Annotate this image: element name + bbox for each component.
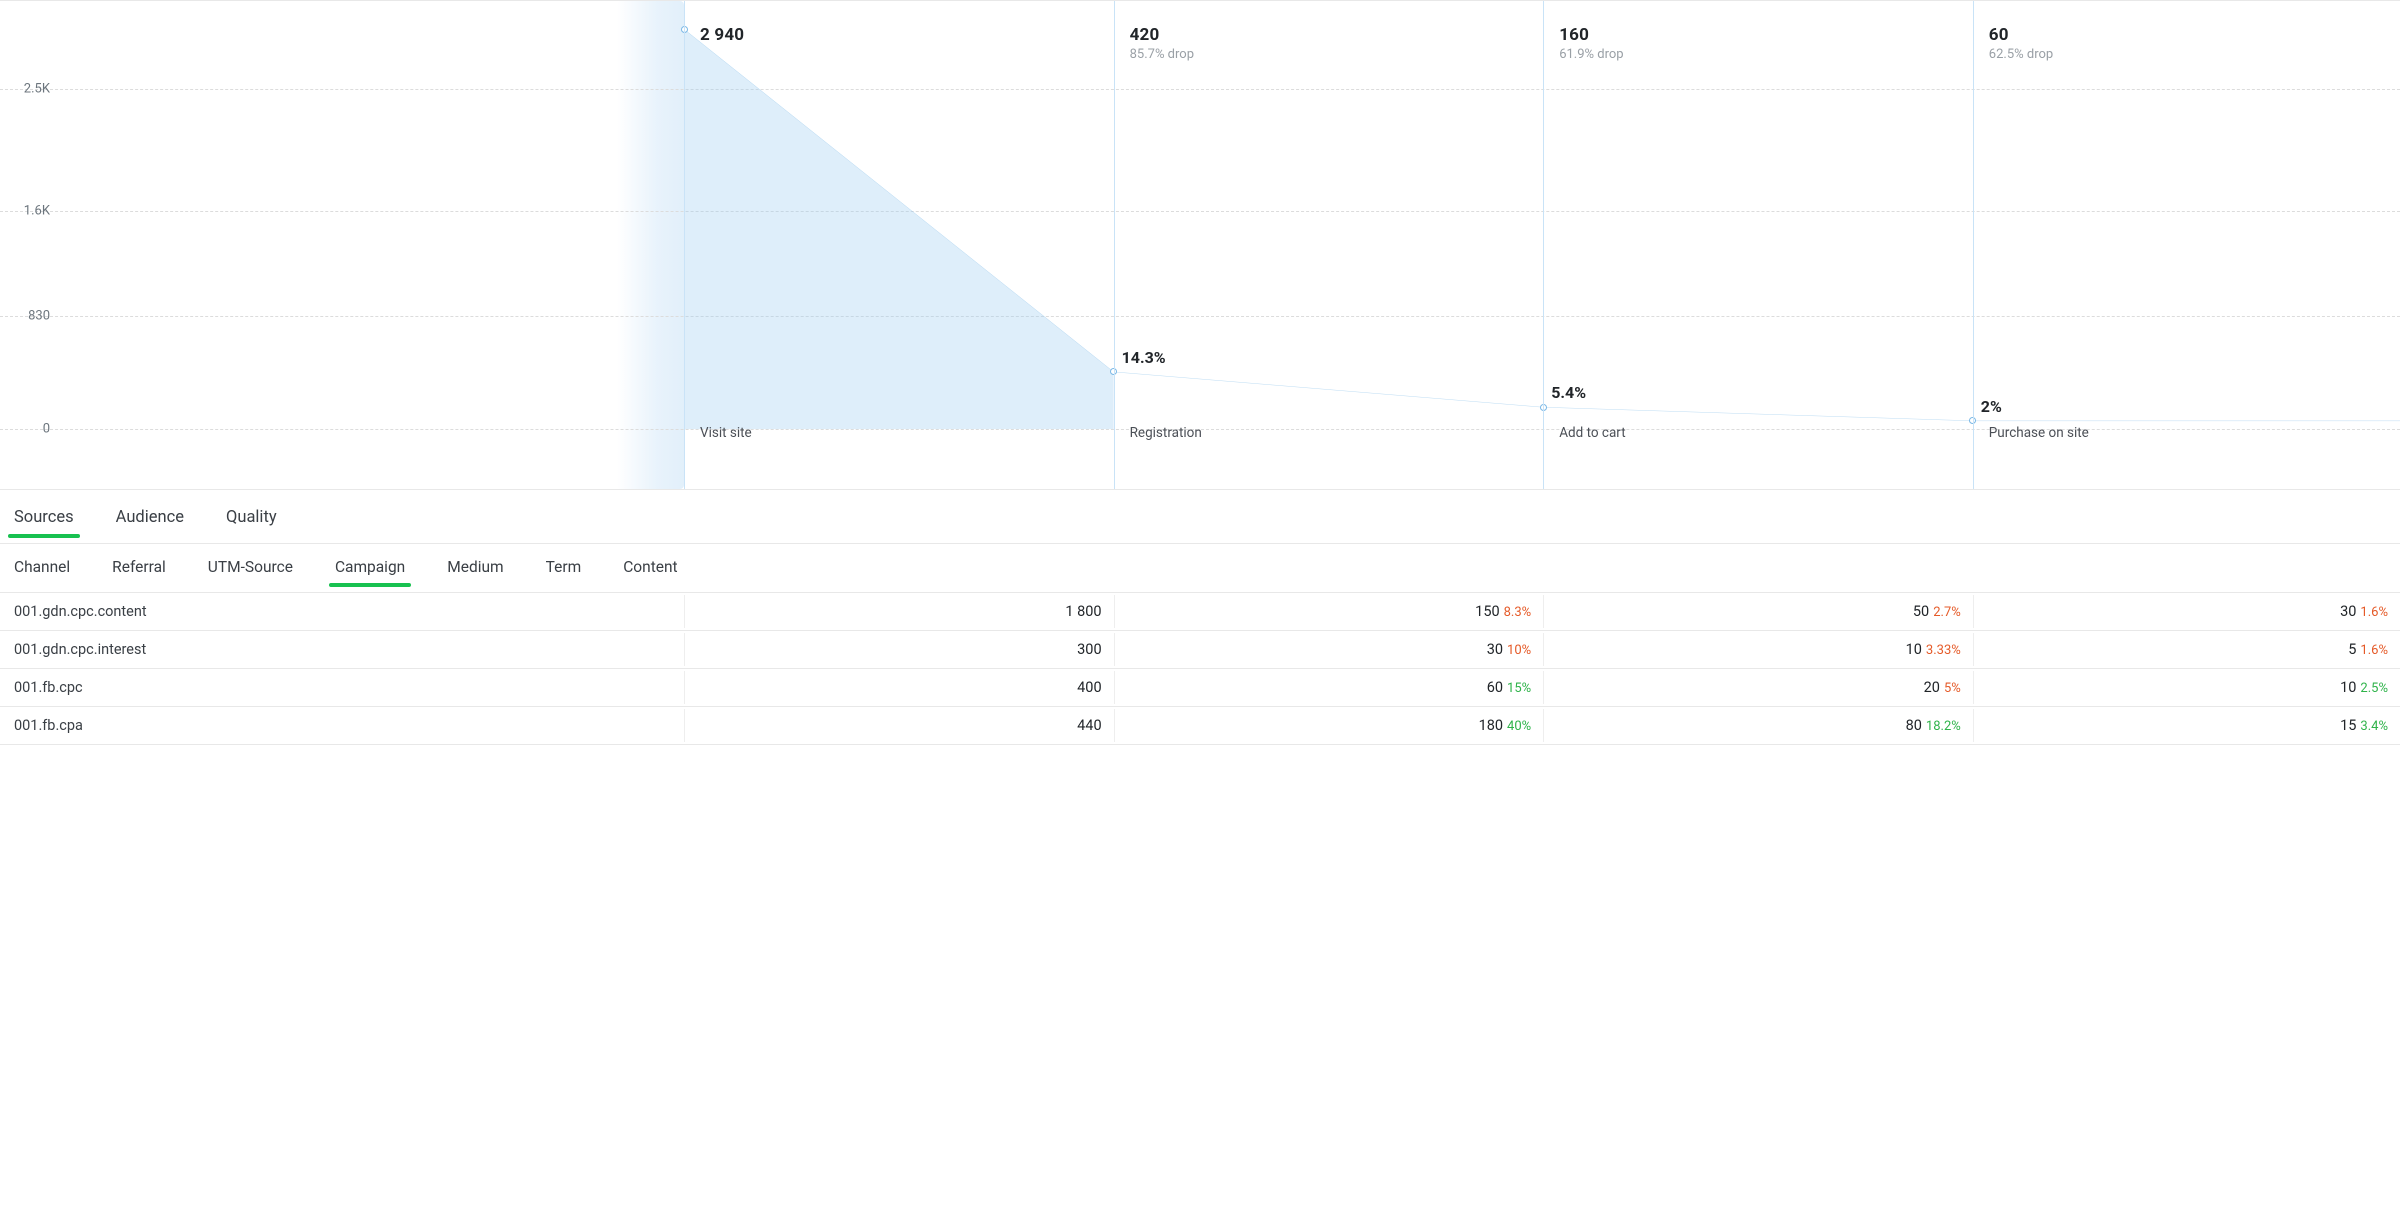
cell-percent: 3.4% (2360, 719, 2388, 734)
stage-0 (0, 1, 684, 489)
stage-drop: 62.5% drop (1989, 47, 2384, 62)
cell-value: 150 (1475, 603, 1499, 620)
row-cell: 150 8.3% (1114, 595, 1544, 628)
stage-label: Visit site (700, 425, 752, 441)
sources-table: 001.gdn.cpc.content 1 800 150 8.3% 50 2.7% 30 1… (0, 593, 2400, 745)
subtab-term[interactable]: Term (546, 558, 582, 586)
funnel-dashboard: 2.5K1.6K8300 14.3%5.4%2% 2 940Visit site… (0, 0, 2400, 745)
cell-value: 5 (2348, 641, 2356, 658)
subtab-channel[interactable]: Channel (14, 558, 70, 586)
cell-percent: 5% (1944, 681, 1961, 696)
tab-sources[interactable]: Sources (14, 508, 74, 537)
funnel-stages: 2 940 Visit site 420 85.7% drop Registration… (0, 1, 2400, 489)
subtab-referral[interactable]: Referral (112, 558, 166, 586)
cell-value: 30 (2340, 603, 2356, 620)
stage-value: 2 940 (700, 25, 1098, 45)
cell-percent: 1.6% (2360, 605, 2388, 620)
cell-value: 1 800 (1065, 603, 1101, 620)
stage-1: 2 940 Visit site (684, 1, 1114, 489)
stage-label: Purchase on site (1989, 425, 2089, 441)
cell-value: 10 (1906, 641, 1922, 658)
row-name: 001.gdn.cpc.interest (0, 633, 684, 666)
stage-4: 60 62.5% drop Purchase on site (1973, 1, 2400, 489)
cell-percent: 40% (1507, 719, 1531, 734)
stage-2: 420 85.7% drop Registration (1114, 1, 1544, 489)
row-cell: 300 (684, 633, 1114, 666)
cell-value: 50 (1913, 603, 1929, 620)
row-name: 001.fb.cpa (0, 709, 684, 742)
cell-value: 60 (1487, 679, 1503, 696)
stage-drop: 61.9% drop (1559, 47, 1957, 62)
table-row[interactable]: 001.fb.cpc 400 60 15% 20 5% 10 2.5% (0, 669, 2400, 707)
cell-value: 400 (1077, 679, 1101, 696)
stage-value: 60 (1989, 25, 2384, 45)
row-cell: 440 (684, 709, 1114, 742)
cell-value: 440 (1077, 717, 1101, 734)
cell-percent: 2.7% (1933, 605, 1961, 620)
row-name: 001.fb.cpc (0, 671, 684, 704)
tab-quality[interactable]: Quality (226, 508, 277, 537)
row-cell: 5 1.6% (1973, 633, 2400, 666)
cell-percent: 1.6% (2360, 643, 2388, 658)
cell-value: 30 (1487, 641, 1503, 658)
main-tabs: Sources Audience Quality (0, 490, 2400, 544)
sub-tabs: Channel Referral UTM-Source Campaign Medium T… (0, 544, 2400, 593)
row-cell: 30 10% (1114, 633, 1544, 666)
table-row[interactable]: 001.gdn.cpc.content 1 800 150 8.3% 50 2.7% 30 1… (0, 593, 2400, 631)
stage-label: Registration (1130, 425, 1202, 441)
row-cell: 20 5% (1543, 671, 1973, 704)
cell-percent: 18.2% (1926, 719, 1961, 734)
row-cell: 60 15% (1114, 671, 1544, 704)
table-row[interactable]: 001.fb.cpa 440 180 40% 80 18.2% 15 3.4% (0, 707, 2400, 745)
subtab-campaign[interactable]: Campaign (335, 558, 405, 586)
row-cell: 1 800 (684, 595, 1114, 628)
stage-3: 160 61.9% drop Add to cart (1543, 1, 1973, 489)
table-row[interactable]: 001.gdn.cpc.interest 300 30 10% 10 3.33% 5 1.6% (0, 631, 2400, 669)
stage-value: 160 (1559, 25, 1957, 45)
cell-value: 10 (2340, 679, 2356, 696)
cell-percent: 3.33% (1926, 643, 1961, 658)
cell-percent: 8.3% (1504, 605, 1532, 620)
row-cell: 400 (684, 671, 1114, 704)
row-name: 001.gdn.cpc.content (0, 595, 684, 628)
row-cell: 30 1.6% (1973, 595, 2400, 628)
cell-value: 80 (1906, 717, 1922, 734)
row-cell: 10 3.33% (1543, 633, 1973, 666)
stage-drop: 85.7% drop (1130, 47, 1528, 62)
stage-label: Add to cart (1559, 425, 1625, 441)
cell-value: 20 (1924, 679, 1940, 696)
cell-value: 180 (1479, 717, 1503, 734)
subtab-medium[interactable]: Medium (447, 558, 503, 586)
row-cell: 10 2.5% (1973, 671, 2400, 704)
cell-percent: 10% (1507, 643, 1531, 658)
stage-value: 420 (1130, 25, 1528, 45)
funnel-chart: 2.5K1.6K8300 14.3%5.4%2% 2 940Visit site… (0, 0, 2400, 490)
cell-percent: 2.5% (2360, 681, 2388, 696)
cell-value: 15 (2340, 717, 2356, 734)
row-cell: 180 40% (1114, 709, 1544, 742)
cell-percent: 15% (1507, 681, 1531, 696)
row-cell: 80 18.2% (1543, 709, 1973, 742)
row-cell: 15 3.4% (1973, 709, 2400, 742)
row-cell: 50 2.7% (1543, 595, 1973, 628)
subtab-utm-source[interactable]: UTM-Source (208, 558, 293, 586)
cell-value: 300 (1077, 641, 1101, 658)
tab-audience[interactable]: Audience (116, 508, 184, 537)
subtab-content[interactable]: Content (623, 558, 677, 586)
